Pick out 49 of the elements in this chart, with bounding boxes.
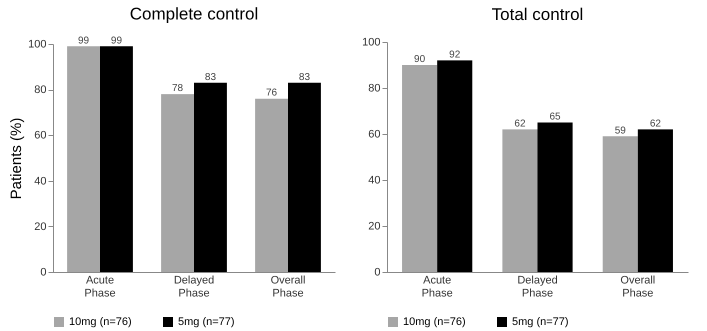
y-tick-label: 80 — [368, 82, 380, 94]
data-label: 62 — [514, 118, 526, 130]
y-tick-label: 100 — [362, 36, 380, 48]
bar — [602, 136, 638, 272]
y-tick-label: 20 — [368, 220, 380, 232]
legend-label: 5mg (n=77) — [512, 316, 569, 328]
x-tick-label: Acute Phase — [422, 274, 453, 300]
bar — [638, 129, 673, 272]
bar — [402, 65, 438, 272]
chart-title: Total control — [492, 5, 584, 24]
bar — [161, 94, 194, 272]
bar — [100, 46, 133, 272]
chart-title: Complete control — [130, 4, 258, 24]
y-tick-label: 60 — [34, 130, 46, 142]
bar — [67, 46, 100, 272]
legend-label: 10mg (n=76) — [69, 316, 132, 328]
data-label: 62 — [650, 118, 662, 130]
bar — [194, 82, 227, 272]
data-label: 99 — [78, 35, 90, 46]
bar — [437, 60, 472, 272]
x-tick-label: Acute Phase — [84, 274, 116, 300]
data-label: 65 — [549, 112, 562, 122]
data-label: 83 — [298, 72, 310, 83]
data-label: 99 — [110, 35, 122, 46]
bar — [255, 98, 288, 272]
y-tick-label: 40 — [368, 174, 380, 186]
y-tick-label: 0 — [374, 266, 380, 278]
y-tick-label: 60 — [368, 128, 380, 140]
y-tick-label: 0 — [40, 266, 46, 278]
data-label: 90 — [414, 54, 426, 65]
legend-label: 10mg (n=76) — [403, 316, 466, 328]
data-label: 76 — [266, 88, 278, 99]
x-tick-label: Overall Phase — [620, 274, 656, 300]
y-tick-label: 80 — [34, 84, 46, 96]
x-tick-label: Delayed Phase — [174, 274, 214, 300]
y-tick-label: 20 — [34, 220, 46, 233]
y-tick-label: 40 — [34, 175, 46, 188]
data-label: 83 — [204, 72, 216, 83]
data-label: 78 — [172, 83, 184, 94]
bar — [288, 82, 321, 272]
legend-label: 5mg (n=77) — [178, 316, 235, 328]
x-tick-label: Overall Phase — [270, 274, 306, 300]
bar — [538, 122, 573, 272]
data-label: 59 — [614, 125, 626, 136]
data-label: 92 — [449, 49, 461, 60]
y-tick-label: 100 — [28, 38, 46, 50]
y-axis-title: Patients (%) — [8, 118, 26, 200]
bar — [502, 129, 538, 272]
x-tick-label: Delayed Phase — [517, 274, 558, 300]
